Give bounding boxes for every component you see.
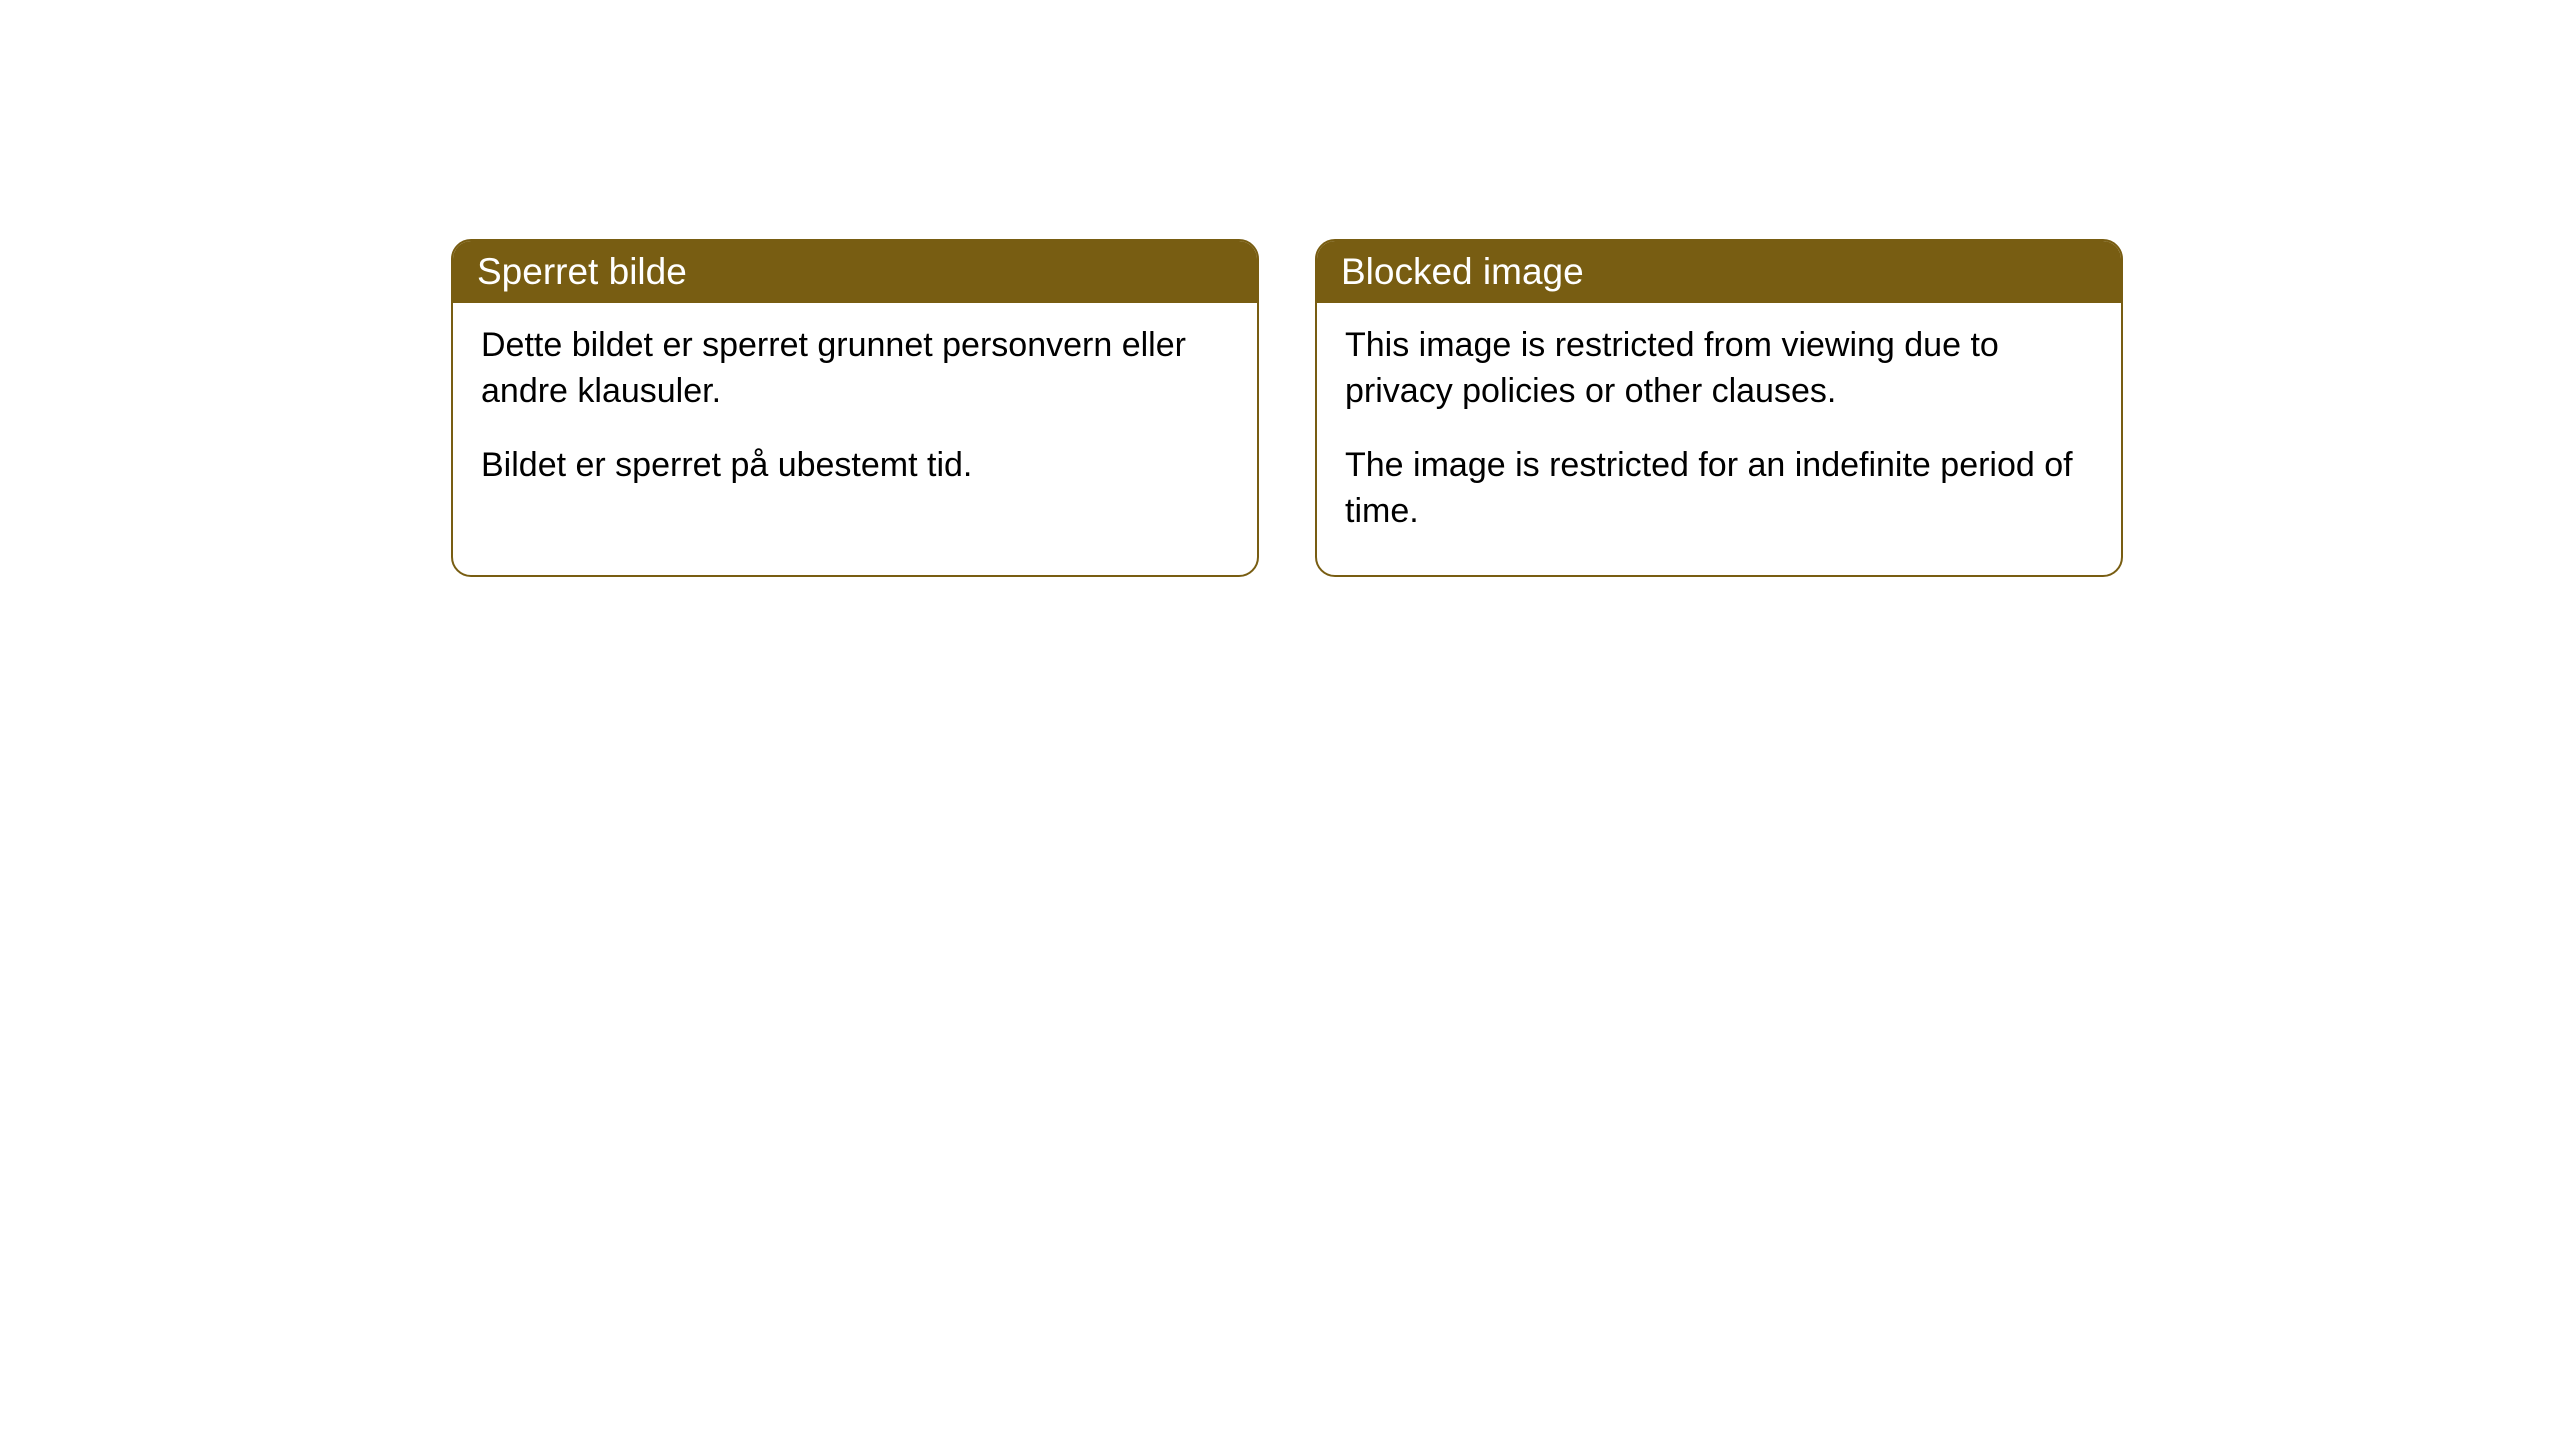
card-body-paragraph: Dette bildet er sperret grunnet personve…	[481, 323, 1229, 415]
card-body-paragraph: The image is restricted for an indefinit…	[1345, 443, 2093, 535]
card-body-no: Dette bildet er sperret grunnet personve…	[453, 303, 1257, 529]
card-header-en: Blocked image	[1317, 241, 2121, 303]
card-header-no: Sperret bilde	[453, 241, 1257, 303]
card-body-paragraph: Bildet er sperret på ubestemt tid.	[481, 443, 1229, 489]
card-container: Sperret bilde Dette bildet er sperret gr…	[451, 239, 2123, 577]
blocked-image-card-no: Sperret bilde Dette bildet er sperret gr…	[451, 239, 1259, 577]
blocked-image-card-en: Blocked image This image is restricted f…	[1315, 239, 2123, 577]
card-body-paragraph: This image is restricted from viewing du…	[1345, 323, 2093, 415]
card-body-en: This image is restricted from viewing du…	[1317, 303, 2121, 575]
